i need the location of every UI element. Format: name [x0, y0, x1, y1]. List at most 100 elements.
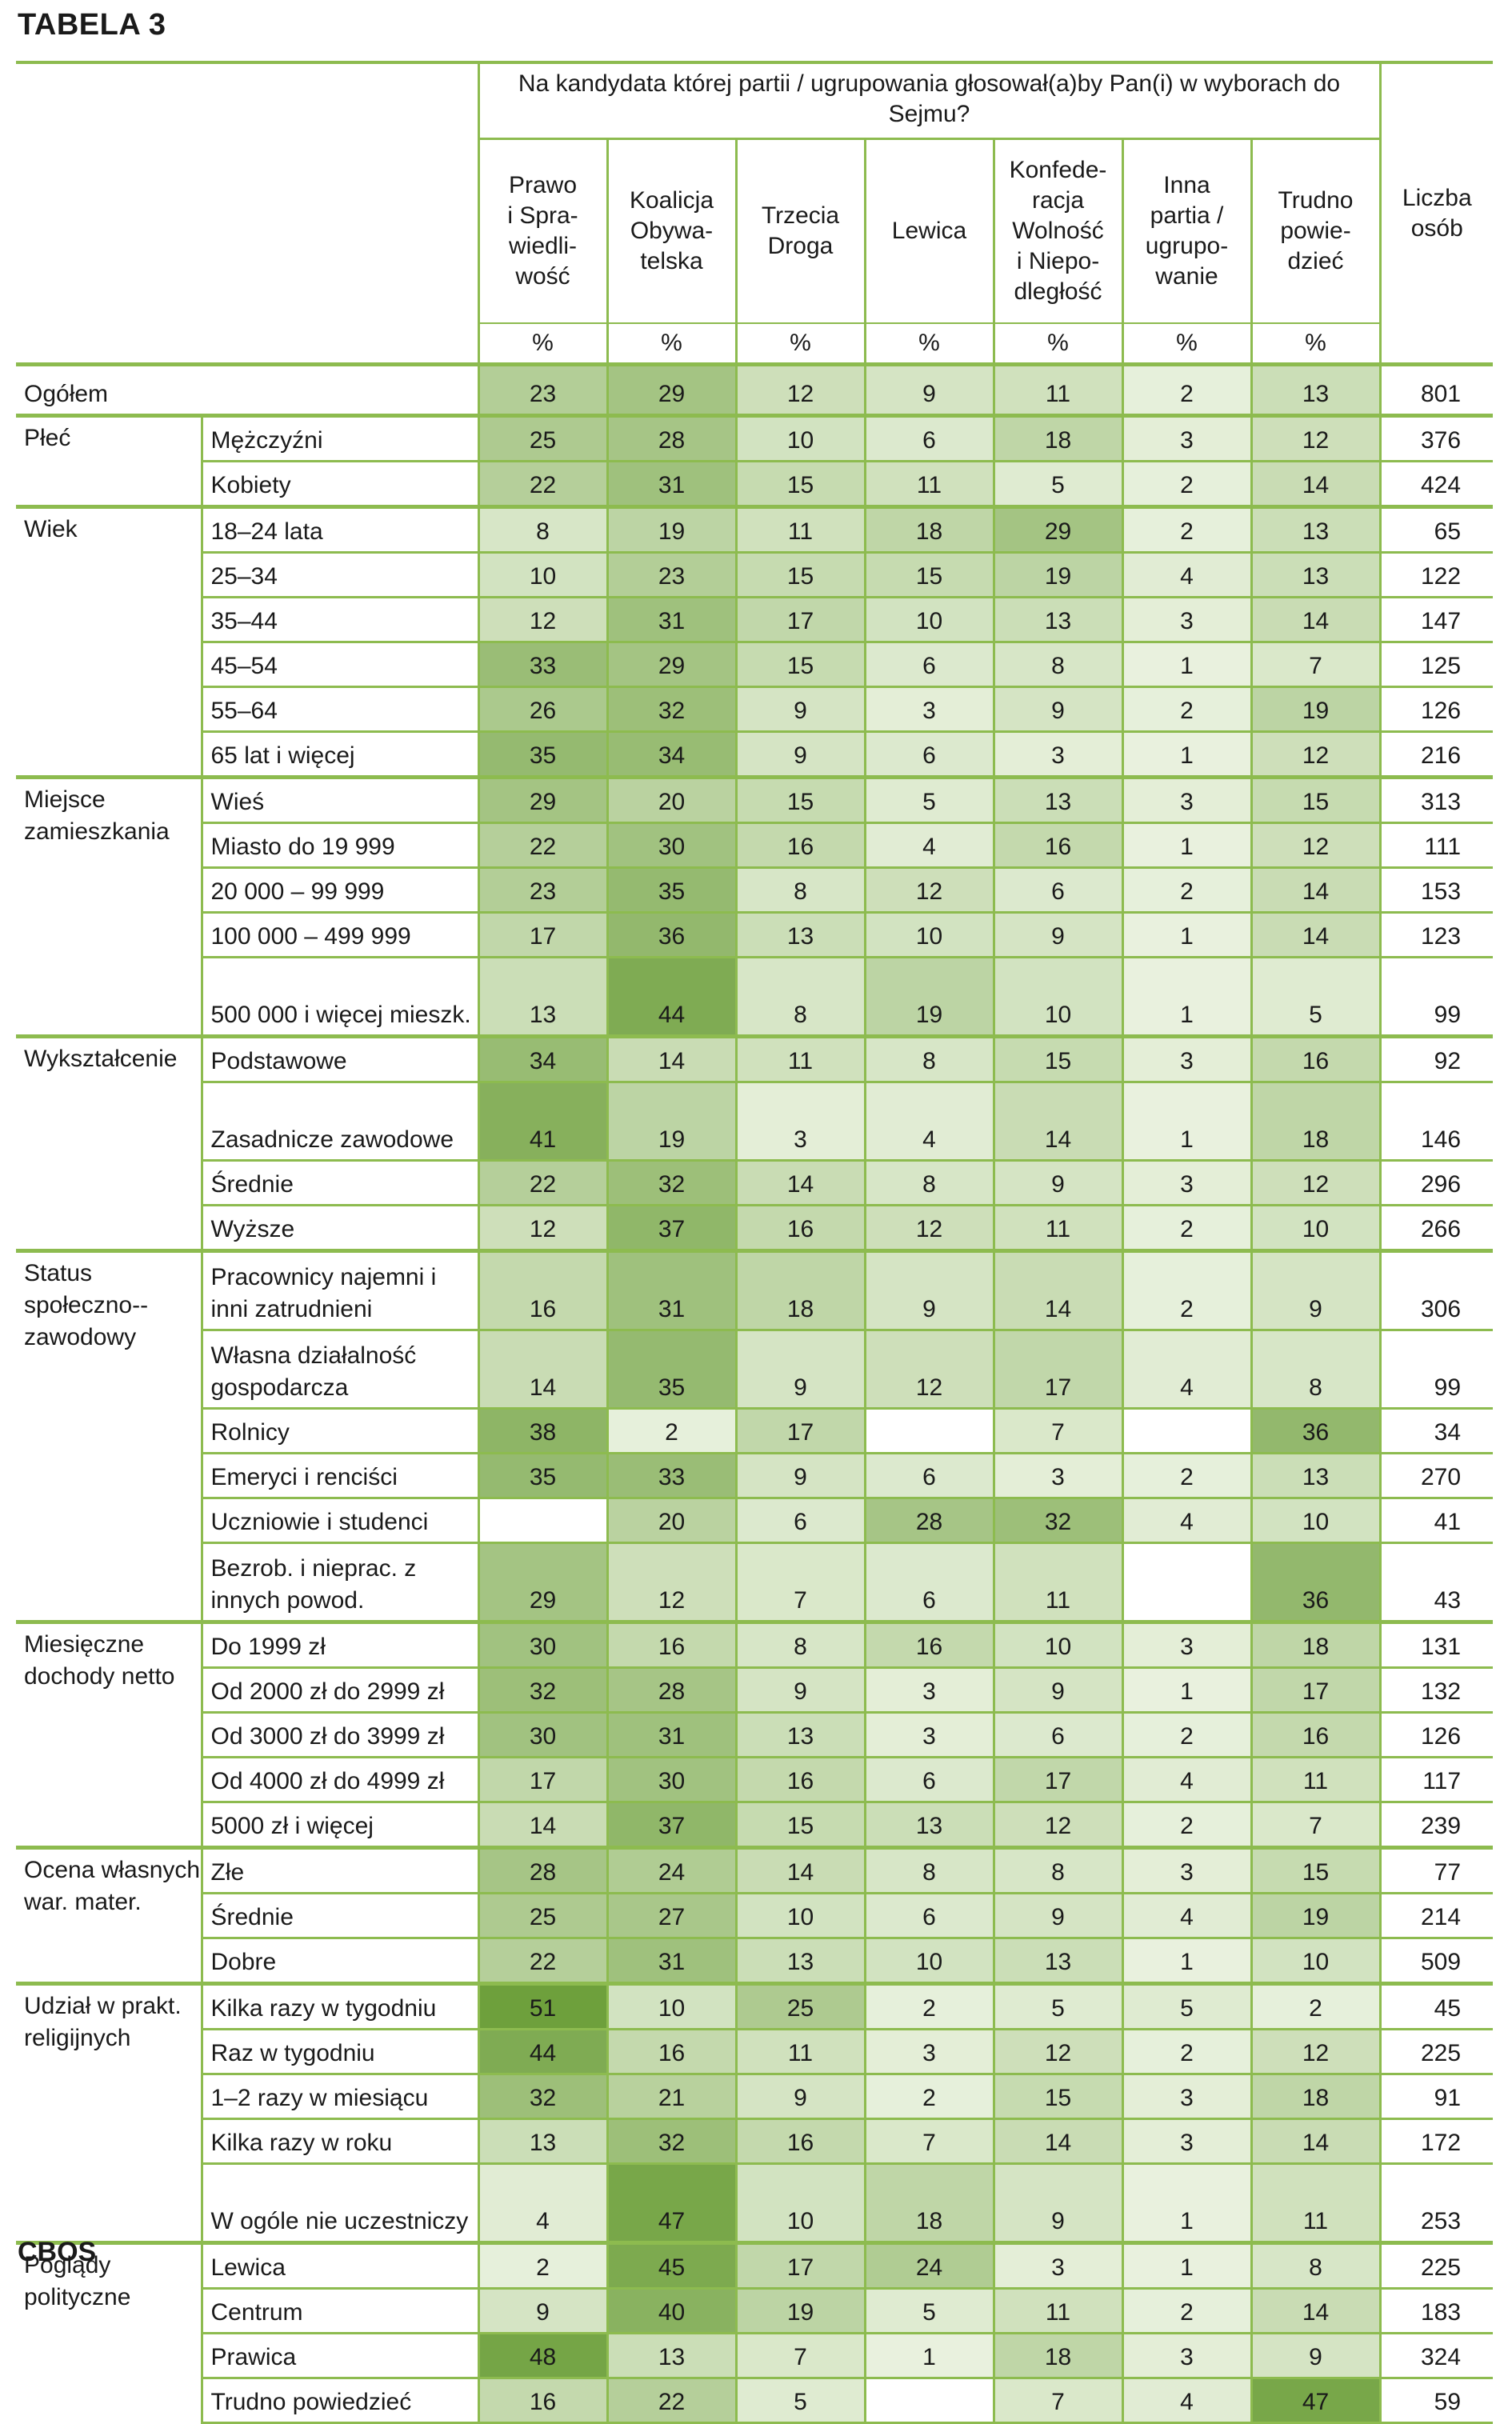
count-cell: 424 — [1378, 460, 1494, 507]
value-cell: 15 — [863, 551, 994, 598]
value-cell: 16 — [606, 2028, 736, 2074]
table-title: TABELA 3 — [18, 8, 166, 42]
column-header-line: telska — [640, 248, 703, 274]
value-cell: 9 — [734, 730, 865, 778]
value-cell: 1 — [1121, 1081, 1251, 1161]
value-cell: 32 — [606, 2118, 736, 2164]
count-cell: 34 — [1378, 1407, 1494, 1454]
value-cell: 2 — [1121, 505, 1251, 553]
value-cell: 30 — [477, 1711, 607, 1758]
value-cell: 2 — [1121, 1452, 1251, 1498]
table-row: 1–2 razy w miesiącu 32 21 9 2 15 3 18 91 — [16, 2073, 1494, 2119]
value-cell: 10 — [863, 596, 994, 642]
value-cell: 3 — [1121, 1159, 1251, 1206]
value-cell: 8 — [992, 1846, 1122, 1894]
value-cell: 14 — [992, 1081, 1122, 1161]
count-cell: 77 — [1378, 1846, 1494, 1894]
count-cell: 225 — [1378, 2241, 1494, 2289]
value-cell: 23 — [477, 362, 607, 416]
value-cell: 12 — [477, 1204, 607, 1251]
value-cell: 37 — [606, 1801, 736, 1848]
row-group-label: Udział w prakt. religijnych — [16, 1982, 202, 2243]
count-cell: 122 — [1378, 551, 1494, 598]
table-row: Kilka razy w roku 13 32 16 7 14 3 14 172 — [16, 2118, 1494, 2164]
unit-spacer — [16, 323, 478, 366]
value-cell: 31 — [606, 596, 736, 642]
unit-cell: % — [734, 323, 865, 366]
value-cell: 3 — [992, 730, 1122, 778]
value-cell: 13 — [992, 1937, 1122, 1984]
value-cell: 2 — [1250, 1982, 1381, 2030]
value-cell: 16 — [734, 822, 865, 868]
value-cell: 1 — [1121, 2162, 1251, 2243]
value-cell: 3 — [863, 2028, 994, 2074]
value-cell: 34 — [477, 1034, 607, 1082]
table-row: Emeryci i renciści 35 33 9 6 3 2 13 270 — [16, 1452, 1494, 1498]
value-cell: 3 — [1121, 775, 1251, 823]
value-cell: 11 — [992, 2287, 1122, 2334]
value-cell: 15 — [734, 775, 865, 823]
value-cell: 29 — [992, 505, 1122, 553]
row-label: Złe — [200, 1846, 478, 1894]
value-cell: 14 — [1250, 911, 1381, 958]
value-cell: 2 — [863, 2073, 994, 2119]
value-cell: 4 — [1121, 1756, 1251, 1802]
value-cell: 11 — [734, 2028, 865, 2074]
value-cell: 15 — [734, 1801, 865, 1848]
value-cell: 4 — [1121, 1497, 1251, 1543]
value-cell: 3 — [1121, 414, 1251, 462]
value-cell: 17 — [734, 2241, 865, 2289]
value-cell: 17 — [734, 596, 865, 642]
count-cell: 172 — [1378, 2118, 1494, 2164]
column-header-line: Droga — [767, 233, 834, 259]
header-corner — [16, 61, 478, 139]
value-cell: 13 — [1250, 1452, 1381, 1498]
value-cell: 9 — [992, 911, 1122, 958]
value-cell: 9 — [734, 2073, 865, 2119]
count-cell: 43 — [1378, 1542, 1494, 1622]
value-cell: 8 — [1250, 2241, 1381, 2289]
column-header-line: ugrupo- — [1145, 233, 1229, 259]
table-row: Średnie 25 27 10 6 9 4 19 214 — [16, 1892, 1494, 1938]
value-cell: 22 — [477, 460, 607, 507]
value-cell: 15 — [992, 2073, 1122, 2119]
column-header-line: Trzecia — [761, 202, 840, 229]
value-cell: 11 — [992, 1542, 1122, 1622]
value-cell: 5 — [1121, 1982, 1251, 2030]
value-cell: 9 — [1250, 2332, 1381, 2378]
value-cell: 14 — [992, 2118, 1122, 2164]
value-cell: 10 — [992, 1620, 1122, 1668]
value-cell: 9 — [863, 1249, 994, 1330]
count-cell: 123 — [1378, 911, 1494, 958]
value-cell: 7 — [863, 2118, 994, 2164]
column-header-line: Wolność — [1012, 218, 1104, 244]
value-cell: 32 — [992, 1497, 1122, 1543]
value-cell: 21 — [606, 2073, 736, 2119]
value-cell: 33 — [477, 641, 607, 687]
value-cell: 22 — [477, 1159, 607, 1206]
value-cell: 26 — [477, 686, 607, 732]
value-cell: 32 — [606, 686, 736, 732]
count-cell: 801 — [1378, 362, 1494, 416]
row-label: Od 2000 zł do 2999 zł — [200, 1666, 478, 1713]
value-cell: 37 — [606, 1204, 736, 1251]
value-cell: 16 — [477, 1249, 607, 1330]
value-cell: 14 — [477, 1801, 607, 1848]
column-header-line: racja — [1031, 187, 1085, 214]
row-label: 20 000 – 99 999 — [200, 866, 478, 913]
column-header-line: powie- — [1280, 218, 1351, 244]
table-row: Uczniowie i studenci 20 6 28 32 4 10 41 — [16, 1497, 1494, 1543]
value-cell: 9 — [477, 2287, 607, 2334]
value-cell: 2 — [863, 1982, 994, 2030]
value-cell — [1121, 1542, 1251, 1622]
table-row: Rolnicy 38 2 17 7 36 34 — [16, 1407, 1494, 1454]
value-cell: 45 — [606, 2241, 736, 2289]
count-cell: 146 — [1378, 1081, 1494, 1161]
value-cell: 2 — [1121, 362, 1251, 416]
row-label: Kilka razy w roku — [200, 2118, 478, 2164]
table-row: Własna działalność gospodarcza 14 35 9 12 17 4… — [16, 1329, 1494, 1409]
count-cell: 239 — [1378, 1801, 1494, 1848]
value-cell: 5 — [863, 2287, 994, 2334]
row-label: Mężczyźni — [200, 414, 478, 462]
value-cell: 24 — [606, 1846, 736, 1894]
